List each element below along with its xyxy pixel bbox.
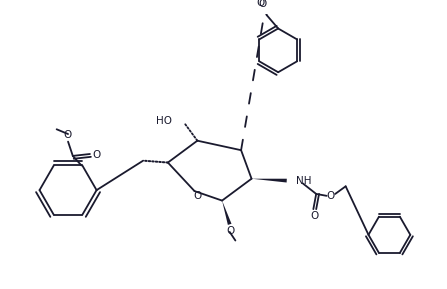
Text: O: O <box>256 0 264 8</box>
Polygon shape <box>222 201 232 225</box>
Text: O: O <box>193 191 202 201</box>
Text: O: O <box>259 0 267 9</box>
Polygon shape <box>252 179 287 183</box>
Text: O: O <box>63 130 71 140</box>
Text: O: O <box>310 211 318 221</box>
Text: HO: HO <box>156 116 172 126</box>
Text: O: O <box>326 191 335 201</box>
Text: O: O <box>93 150 101 160</box>
Text: O: O <box>227 226 235 236</box>
Text: NH: NH <box>296 176 312 186</box>
